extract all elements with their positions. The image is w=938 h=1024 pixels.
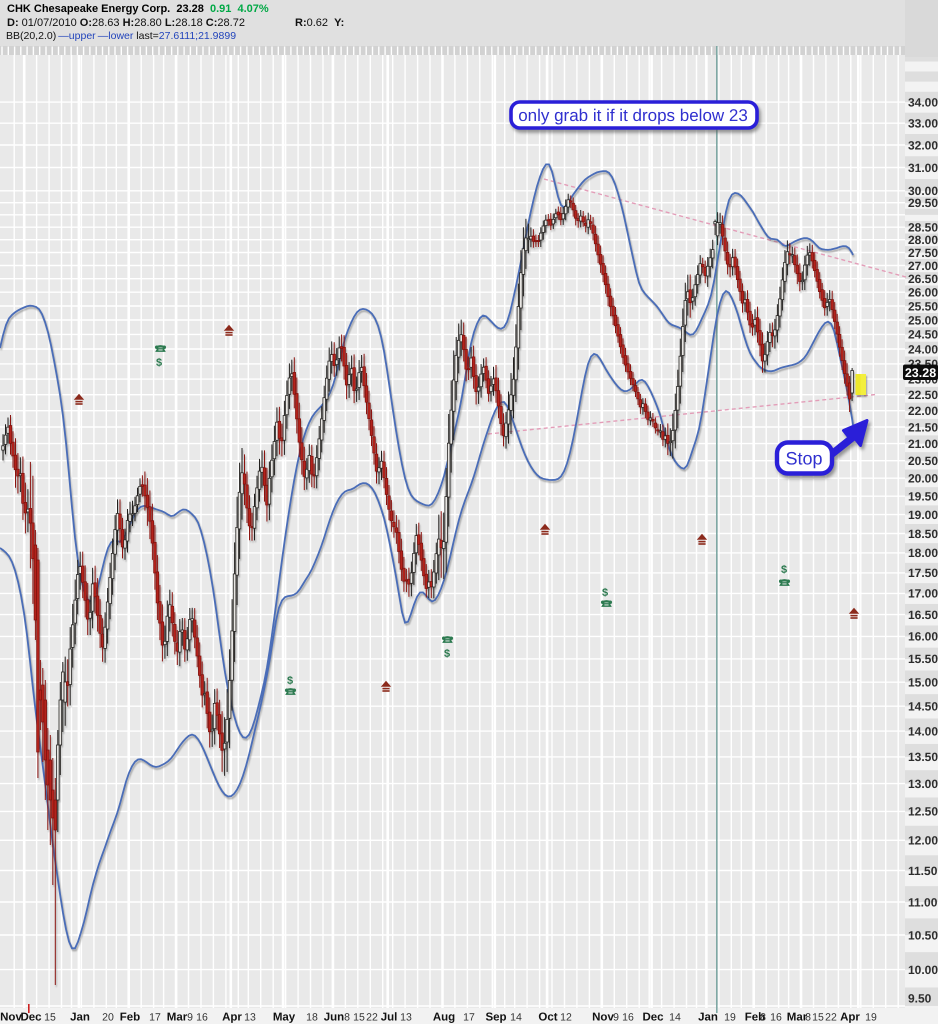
svg-text:21.00: 21.00: [908, 437, 938, 451]
svg-text:16: 16: [622, 1012, 634, 1024]
svg-text:19.00: 19.00: [908, 508, 938, 522]
svg-text:18.50: 18.50: [908, 527, 938, 541]
svg-text:19: 19: [865, 1012, 877, 1024]
svg-text:15: 15: [812, 1012, 824, 1024]
svg-text:19: 19: [724, 1012, 736, 1024]
svg-text:$: $: [287, 675, 293, 687]
svg-text:Jul: Jul: [381, 1012, 398, 1024]
svg-text:32.00: 32.00: [908, 138, 938, 152]
svg-text:17: 17: [149, 1012, 161, 1024]
svg-text:Dec: Dec: [20, 1012, 42, 1024]
svg-text:Apr: Apr: [222, 1012, 242, 1024]
svg-text:13: 13: [244, 1012, 256, 1024]
svg-text:11.50: 11.50: [908, 864, 938, 878]
svg-text:18: 18: [306, 1012, 318, 1024]
svg-text:25.50: 25.50: [908, 299, 938, 313]
svg-text:14: 14: [510, 1012, 522, 1024]
svg-text:16.50: 16.50: [908, 608, 938, 622]
svg-text:22: 22: [366, 1012, 378, 1024]
svg-text:24.50: 24.50: [908, 328, 938, 342]
svg-text:14: 14: [669, 1012, 681, 1024]
svg-text:16: 16: [196, 1012, 208, 1024]
svg-text:8: 8: [760, 1012, 766, 1024]
svg-text:$: $: [602, 587, 608, 599]
svg-text:8: 8: [344, 1012, 350, 1024]
svg-text:Oct: Oct: [538, 1012, 557, 1024]
svg-text:$: $: [156, 357, 162, 369]
svg-text:13.50: 13.50: [908, 750, 938, 764]
svg-text:22.50: 22.50: [908, 388, 938, 402]
svg-text:29.50: 29.50: [908, 196, 938, 210]
svg-text:17: 17: [463, 1012, 475, 1024]
svg-text:8: 8: [805, 1012, 811, 1024]
svg-text:19.50: 19.50: [908, 490, 938, 504]
svg-text:16: 16: [770, 1012, 782, 1024]
svg-text:25.00: 25.00: [908, 313, 938, 327]
svg-text:26.50: 26.50: [908, 272, 938, 286]
svg-text:17.00: 17.00: [908, 587, 938, 601]
svg-text:15: 15: [44, 1012, 56, 1024]
svg-text:34.00: 34.00: [908, 95, 938, 109]
svg-text:17.50: 17.50: [908, 566, 938, 580]
svg-text:Mar: Mar: [167, 1012, 188, 1024]
svg-text:30.00: 30.00: [908, 184, 938, 198]
svg-text:Nov: Nov: [0, 1012, 22, 1024]
svg-text:9: 9: [187, 1012, 193, 1024]
svg-text:Stop: Stop: [785, 449, 822, 469]
svg-text:24.00: 24.00: [908, 342, 938, 356]
svg-text:31.00: 31.00: [908, 161, 938, 175]
svg-text:20.50: 20.50: [908, 454, 938, 468]
svg-text:22.00: 22.00: [908, 404, 938, 418]
svg-text:15: 15: [353, 1012, 365, 1024]
svg-text:$: $: [444, 648, 450, 660]
svg-text:12: 12: [560, 1012, 572, 1024]
svg-text:22: 22: [825, 1012, 837, 1024]
svg-text:Jun: Jun: [324, 1012, 344, 1024]
svg-text:10.50: 10.50: [908, 928, 938, 942]
svg-text:Feb: Feb: [745, 1012, 765, 1024]
svg-text:28.00: 28.00: [908, 233, 938, 247]
svg-text:Feb: Feb: [120, 1012, 140, 1024]
svg-text:Jan: Jan: [698, 1012, 718, 1024]
svg-text:9: 9: [613, 1012, 619, 1024]
svg-text:$: $: [781, 564, 787, 576]
svg-text:23.28: 23.28: [905, 366, 936, 380]
svg-text:27.00: 27.00: [908, 259, 938, 273]
svg-text:Mar: Mar: [787, 1012, 808, 1024]
svg-text:21.50: 21.50: [908, 420, 938, 434]
svg-text:14.00: 14.00: [908, 724, 938, 738]
svg-text:20.00: 20.00: [908, 472, 938, 486]
svg-text:9.50: 9.50: [908, 991, 932, 1005]
svg-text:10.00: 10.00: [908, 963, 938, 977]
svg-text:Nov: Nov: [592, 1012, 614, 1024]
svg-text:33.00: 33.00: [908, 117, 938, 131]
svg-text:18.00: 18.00: [908, 546, 938, 560]
svg-text:Dec: Dec: [642, 1012, 664, 1024]
svg-text:Apr: Apr: [840, 1012, 860, 1024]
svg-text:12.50: 12.50: [908, 805, 938, 819]
svg-text:Sep: Sep: [485, 1012, 506, 1024]
svg-text:12.00: 12.00: [908, 834, 938, 848]
svg-text:26.00: 26.00: [908, 286, 938, 300]
svg-text:13: 13: [400, 1012, 412, 1024]
svg-text:14.50: 14.50: [908, 700, 938, 714]
svg-text:20: 20: [102, 1012, 114, 1024]
svg-text:Aug: Aug: [433, 1012, 455, 1024]
svg-text:15.00: 15.00: [908, 676, 938, 690]
svg-text:27.50: 27.50: [908, 246, 938, 260]
svg-text:16.00: 16.00: [908, 630, 938, 644]
svg-text:Jan: Jan: [70, 1012, 90, 1024]
svg-text:only grab it if it drops below: only grab it if it drops below 23: [518, 106, 748, 125]
svg-text:28.50: 28.50: [908, 221, 938, 235]
svg-text:13.00: 13.00: [908, 777, 938, 791]
svg-text:15.50: 15.50: [908, 652, 938, 666]
svg-text:11.00: 11.00: [908, 895, 938, 909]
svg-text:May: May: [273, 1012, 296, 1024]
